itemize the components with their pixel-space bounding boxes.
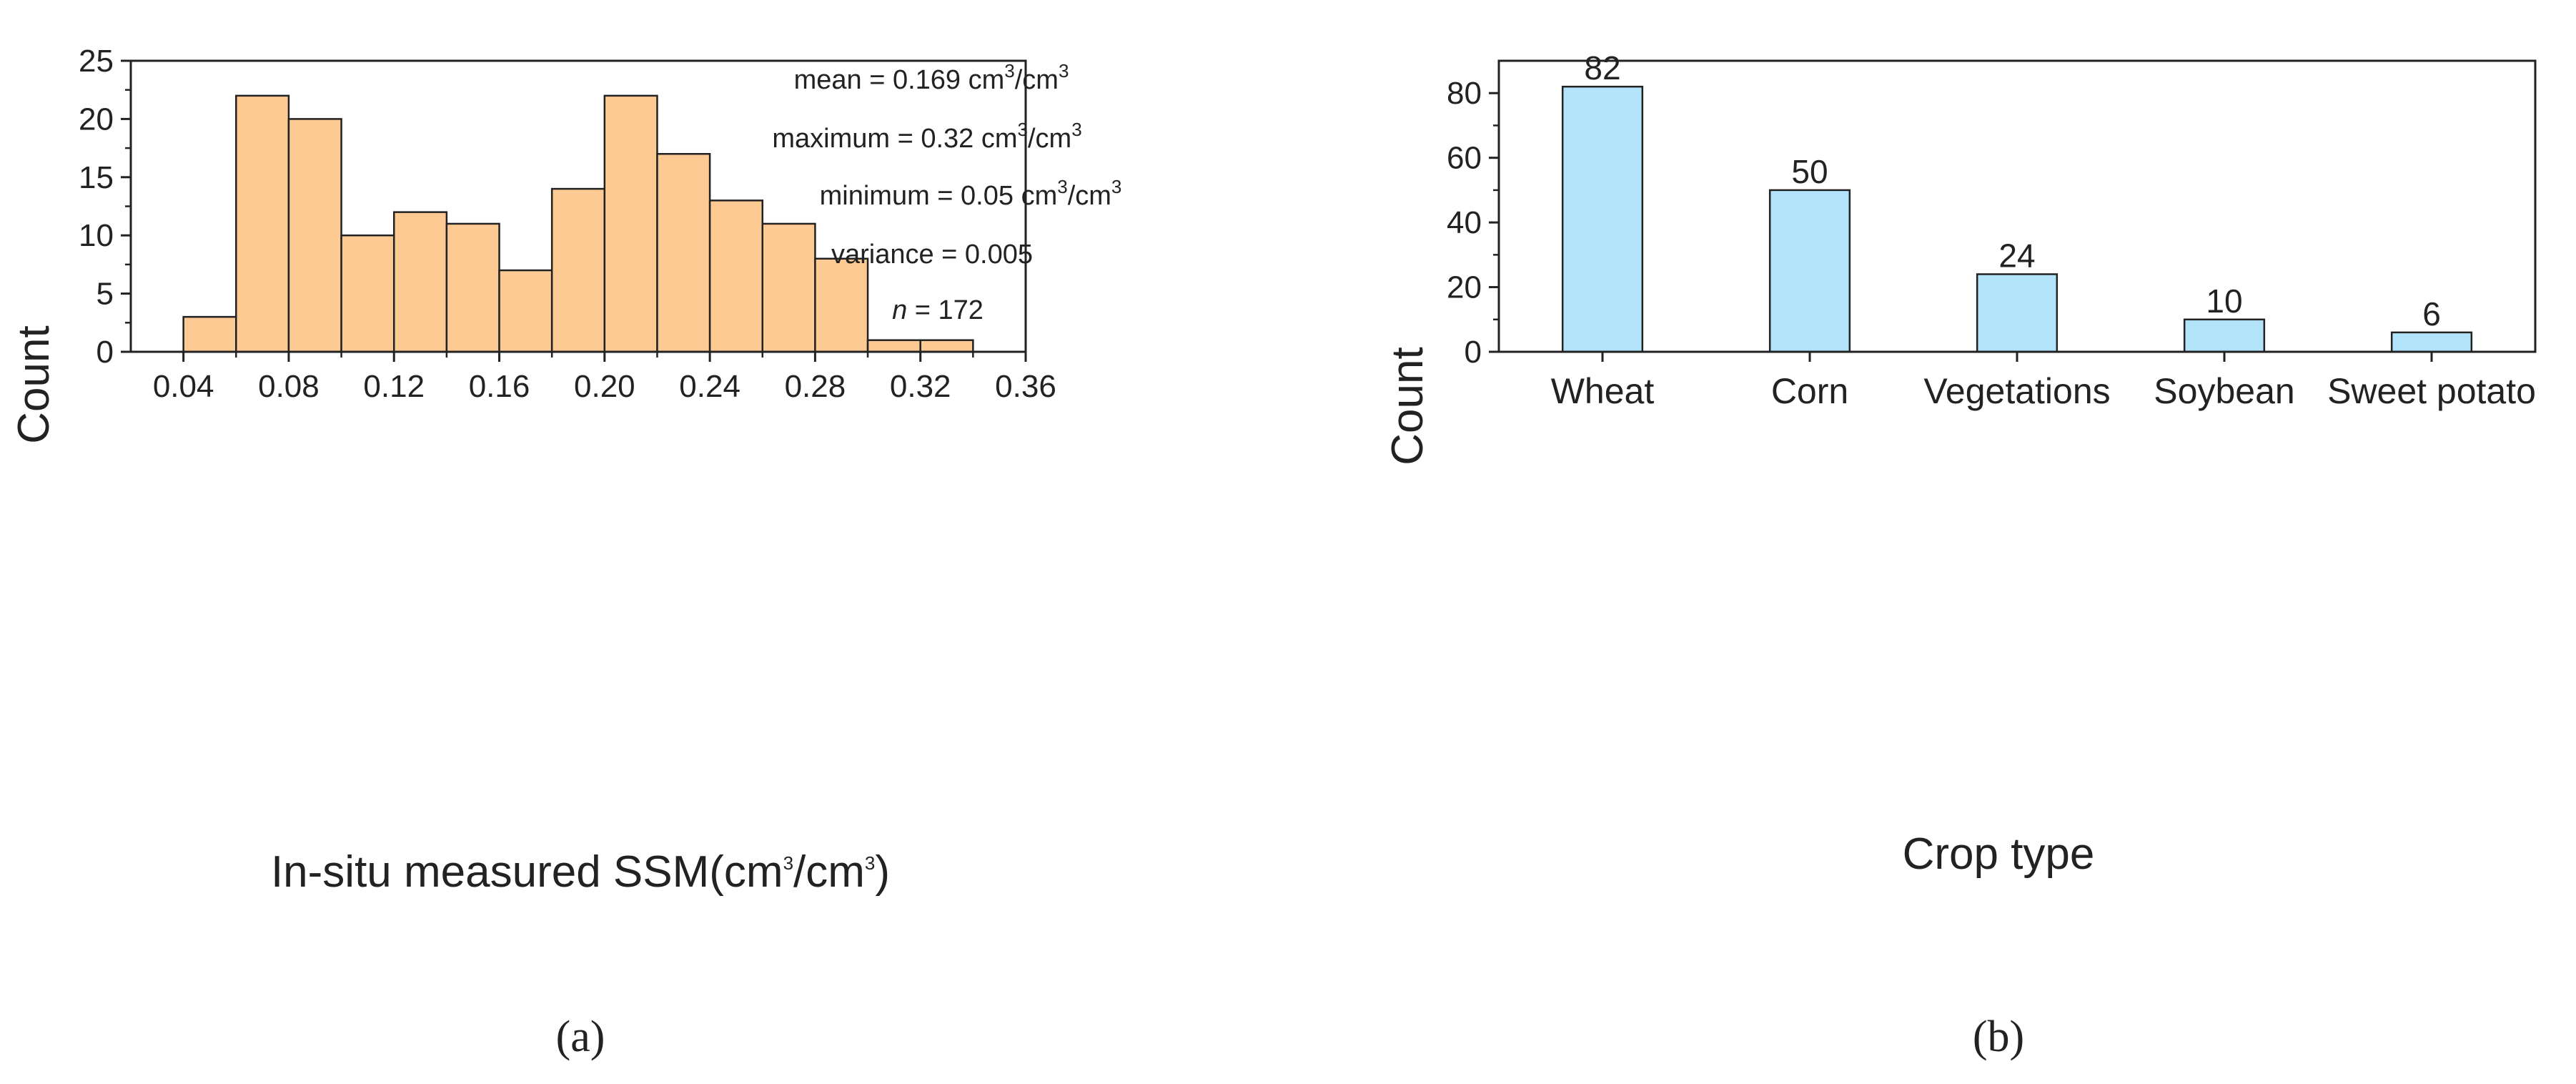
x-tick-label: 0.04 xyxy=(153,369,214,404)
histogram-bar xyxy=(182,315,237,353)
y-tick-label: 40 xyxy=(1447,205,1482,240)
y-tick-label: 10 xyxy=(79,218,114,253)
x-tick-label: 0.12 xyxy=(363,369,425,404)
histogram-bar xyxy=(761,222,816,353)
histogram-bar xyxy=(603,94,658,353)
crop-bar xyxy=(2390,331,2473,353)
bar-value-label: 50 xyxy=(1791,153,1828,190)
y-tick-label: 60 xyxy=(1447,141,1482,176)
y-axis-title-b: Count xyxy=(1383,347,1432,465)
bar-panel-b: 82 50 24 10 6 0 20 40 60 80 Wheat Corn Vegetations… xyxy=(1383,49,2537,1061)
crop-bars xyxy=(1561,85,2473,353)
histogram-bar xyxy=(708,199,764,353)
y-axis-title-a: Count xyxy=(9,325,59,443)
panel-label-a: (a) xyxy=(556,1012,605,1061)
x-tick-label: 0.32 xyxy=(890,369,951,404)
x-tick-label: 0.20 xyxy=(574,369,635,404)
y-tick-label: 80 xyxy=(1447,76,1482,111)
y-tick-label: 0 xyxy=(1465,335,1482,370)
y-axis-ticks-a: 0 5 10 15 20 25 xyxy=(79,44,131,370)
bar-value-label: 10 xyxy=(2206,282,2242,320)
histogram-bar xyxy=(287,118,342,353)
histogram-bar xyxy=(919,339,974,353)
crop-bar xyxy=(2183,318,2266,353)
stat-mean: mean = 0.169 cm3/cm3 xyxy=(794,60,1069,95)
bar-value-label: 82 xyxy=(1584,49,1620,87)
y-tick-label: 25 xyxy=(79,44,114,79)
category-label: Sweet potato xyxy=(2327,371,2536,411)
stat-minimum: minimum = 0.05 cm3/cm3 xyxy=(820,176,1122,211)
y-tick-label: 0 xyxy=(96,335,114,370)
y-tick-label: 5 xyxy=(96,277,114,312)
category-label: Wheat xyxy=(1551,371,1655,411)
crop-bar xyxy=(1976,273,2059,353)
stat-maximum: maximum = 0.32 cm3/cm3 xyxy=(772,119,1081,154)
x-axis-ticks-b: Wheat Corn Vegetations Soybean Sweet potato xyxy=(1551,352,2536,411)
crop-bar xyxy=(1768,189,1851,353)
histogram-bar xyxy=(392,211,448,353)
category-label: Corn xyxy=(1771,371,1848,411)
histogram-bar xyxy=(866,339,921,353)
bar-value-labels: 82 50 24 10 6 xyxy=(1584,49,2440,332)
y-axis-ticks-b: 0 20 40 60 80 xyxy=(1447,76,1499,370)
histogram-bars xyxy=(182,94,974,353)
y-tick-label: 15 xyxy=(79,160,114,195)
histogram-bar xyxy=(656,152,711,353)
histogram-bar xyxy=(498,269,553,353)
bar-value-label: 24 xyxy=(1998,237,2035,274)
x-axis-title-a: In-situ measured SSM(cm3/cm3) xyxy=(271,847,890,897)
histogram-bar xyxy=(235,94,290,353)
stat-n: n = 172 xyxy=(892,295,984,325)
bar-value-label: 6 xyxy=(2422,295,2441,332)
x-tick-label: 0.08 xyxy=(258,369,319,404)
x-axis-title-b: Crop type xyxy=(1903,829,2095,879)
x-tick-label: 0.24 xyxy=(679,369,740,404)
histogram-bar xyxy=(445,222,500,353)
x-tick-label: 0.36 xyxy=(995,369,1056,404)
x-axis-ticks-a: 0.04 0.08 0.12 0.16 0.20 0.24 0.28 0.32 0.36 xyxy=(153,352,1056,404)
x-tick-label: 0.16 xyxy=(469,369,530,404)
y-tick-label: 20 xyxy=(79,102,114,137)
histogram-bar xyxy=(814,257,869,353)
stat-variance: variance = 0.005 xyxy=(831,240,1033,270)
panel-label-b: (b) xyxy=(1973,1012,2024,1061)
x-tick-label: 0.28 xyxy=(785,369,846,404)
stats-annotation: mean = 0.169 cm3/cm3 maximum = 0.32 cm3/… xyxy=(772,60,1121,325)
category-label: Soybean xyxy=(2154,371,2294,411)
y-tick-label: 20 xyxy=(1447,270,1482,305)
category-label: Vegetations xyxy=(1923,371,2110,411)
histogram-bar xyxy=(340,234,395,353)
crop-bar xyxy=(1561,85,1644,353)
histogram-bar xyxy=(550,187,606,353)
